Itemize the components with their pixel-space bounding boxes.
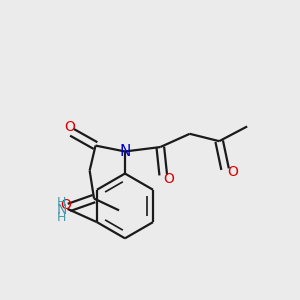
Text: N: N xyxy=(119,144,131,159)
Text: O: O xyxy=(227,165,238,179)
Text: O: O xyxy=(61,198,71,212)
Text: H: H xyxy=(57,196,66,209)
Text: N: N xyxy=(56,203,67,218)
Text: H: H xyxy=(57,211,66,224)
Text: O: O xyxy=(64,120,75,134)
Text: O: O xyxy=(164,172,175,186)
